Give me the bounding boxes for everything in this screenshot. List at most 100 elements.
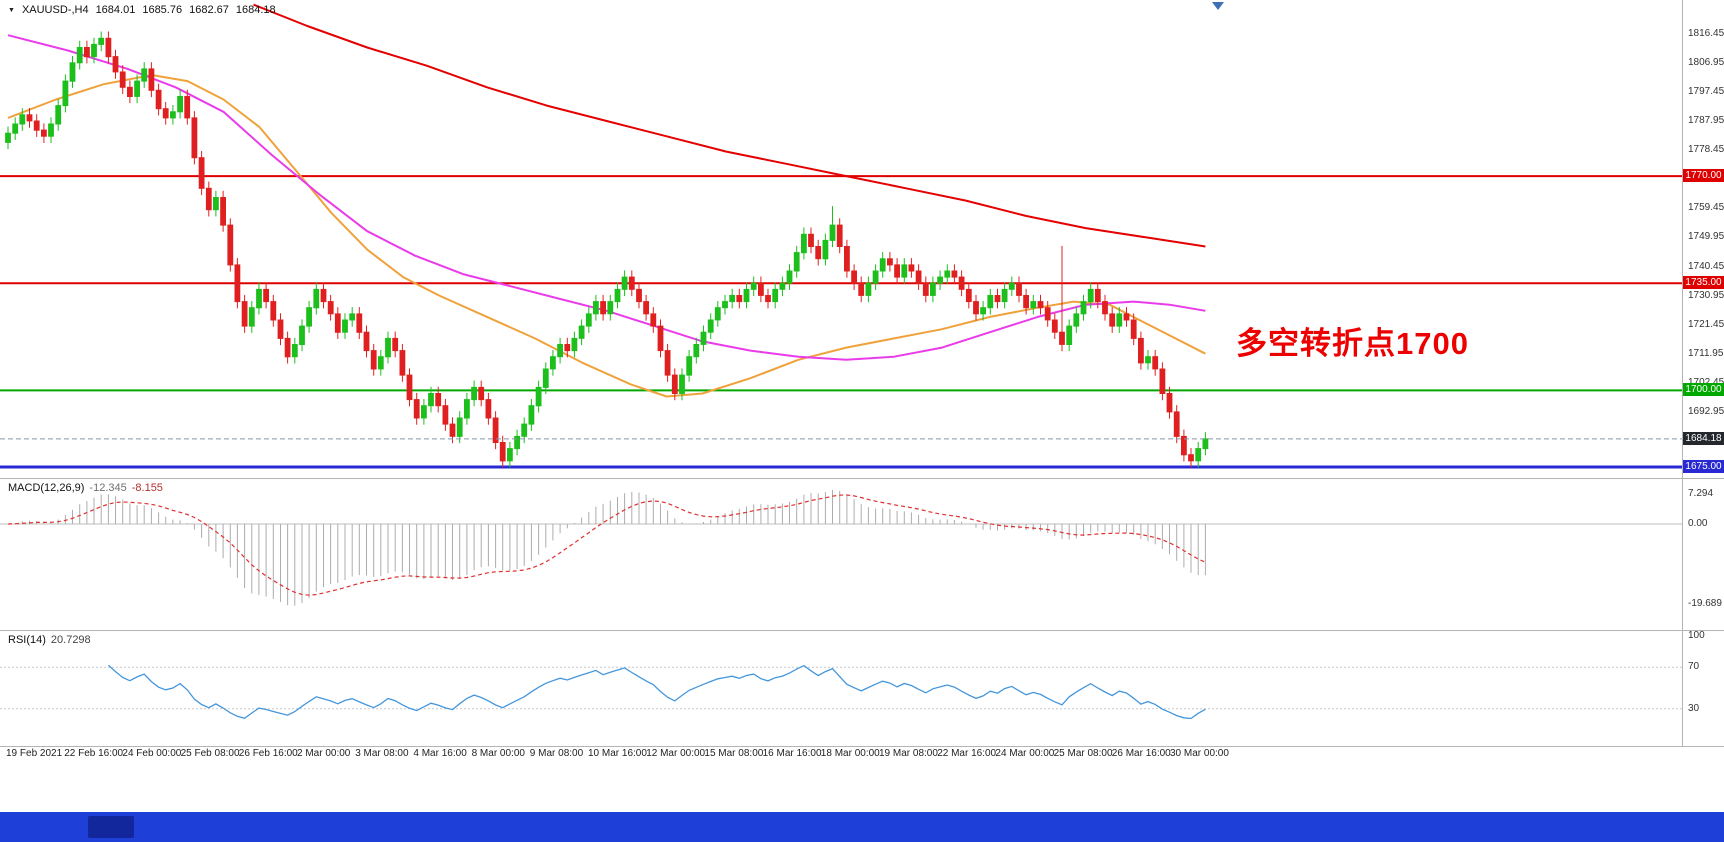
candle — [951, 270, 958, 278]
candle — [1152, 356, 1159, 370]
price-tick-label: 1797.45 — [1688, 86, 1724, 98]
candle — [679, 374, 685, 395]
candle — [349, 313, 356, 321]
candle — [1066, 325, 1073, 346]
candle — [901, 264, 908, 278]
candle — [822, 239, 829, 260]
candle — [370, 350, 377, 370]
candle — [887, 258, 893, 266]
bottom-bar — [0, 812, 1724, 842]
candle — [973, 301, 979, 315]
candle — [48, 123, 54, 137]
chart-menu-icon[interactable]: ▼ — [8, 6, 15, 14]
candle — [930, 282, 936, 296]
candle — [944, 270, 951, 278]
candle — [714, 307, 721, 321]
candle — [507, 448, 513, 462]
candle — [69, 62, 76, 82]
candle — [205, 187, 212, 211]
taskbar-item[interactable] — [88, 816, 134, 838]
pane-separator[interactable] — [0, 630, 1724, 631]
candle — [557, 344, 564, 358]
candle — [327, 301, 334, 315]
candle — [636, 288, 642, 303]
candle — [26, 114, 33, 122]
candle — [270, 301, 277, 321]
candle — [1173, 411, 1180, 437]
candle — [894, 264, 901, 278]
candle — [356, 313, 363, 333]
candle — [965, 288, 972, 303]
pane-separator[interactable] — [0, 746, 1724, 747]
candle — [234, 264, 241, 303]
candle — [743, 288, 750, 303]
candle — [729, 295, 736, 303]
time-axis-label: 30 Mar 00:00 — [1170, 748, 1229, 759]
ma-fast-orange — [7, 74, 1206, 398]
candle — [442, 405, 449, 425]
candle — [284, 337, 291, 358]
candle — [1102, 301, 1108, 315]
time-axis-label: 8 Mar 00:00 — [471, 748, 525, 759]
candle — [428, 393, 434, 407]
candle — [758, 282, 764, 296]
candle — [937, 276, 944, 284]
macd-signal-value: -8.155 — [131, 482, 163, 494]
candle — [1109, 313, 1116, 327]
candle — [413, 399, 420, 419]
candle — [1123, 313, 1130, 321]
ohlc-open: 1684.01 — [95, 4, 136, 16]
candle — [76, 47, 83, 64]
macd-pane-canvas[interactable] — [0, 478, 1682, 630]
price-level-tag: 1735.00 — [1683, 276, 1724, 290]
candle — [19, 114, 26, 125]
time-axis-label: 22 Feb 16:00 — [64, 748, 124, 759]
candle — [765, 295, 771, 303]
candle — [1044, 307, 1051, 321]
price-axis-line — [1682, 0, 1683, 746]
candle — [1001, 288, 1008, 303]
candle — [363, 331, 370, 352]
candle — [1145, 356, 1151, 364]
price-tick-label: 1759.45 — [1688, 202, 1724, 214]
rsi-pane-canvas[interactable] — [0, 630, 1682, 746]
candle — [1037, 301, 1044, 309]
time-axis-label: 10 Mar 16:00 — [588, 748, 647, 759]
candle — [435, 393, 442, 407]
price-pane-canvas[interactable] — [0, 0, 1682, 478]
candle — [801, 233, 807, 254]
candle — [736, 295, 743, 303]
candle — [865, 282, 872, 296]
macd-label: MACD(12,26,9) -12.345 -8.155 — [8, 482, 168, 494]
candle — [686, 356, 693, 376]
candle — [485, 399, 492, 419]
candle — [1030, 301, 1037, 309]
candle — [858, 282, 865, 296]
candle — [836, 224, 843, 248]
candle — [464, 399, 470, 419]
candle — [313, 288, 320, 309]
candle — [105, 37, 112, 58]
time-axis-label: 18 Mar 00:00 — [820, 748, 880, 759]
time-axis-label: 19 Mar 08:00 — [879, 748, 938, 759]
chart-shift-marker[interactable] — [1212, 2, 1224, 10]
candle — [1008, 282, 1015, 290]
macd-signal-line — [7, 494, 1206, 596]
candle — [851, 270, 858, 284]
candle — [793, 252, 800, 272]
candle — [456, 417, 463, 437]
candle — [922, 282, 929, 296]
candle — [514, 435, 521, 450]
rsi-name: RSI(14) — [8, 634, 46, 646]
time-axis-label: 26 Feb 16:00 — [238, 748, 298, 759]
candle — [915, 270, 922, 284]
candle — [148, 68, 155, 91]
candle — [220, 197, 226, 226]
candle — [1166, 393, 1173, 413]
pane-separator[interactable] — [0, 478, 1724, 479]
candle — [1159, 368, 1166, 394]
candle — [12, 123, 19, 134]
candle — [722, 301, 728, 309]
candle — [198, 157, 205, 189]
macd-main-value: -12.345 — [89, 482, 127, 494]
